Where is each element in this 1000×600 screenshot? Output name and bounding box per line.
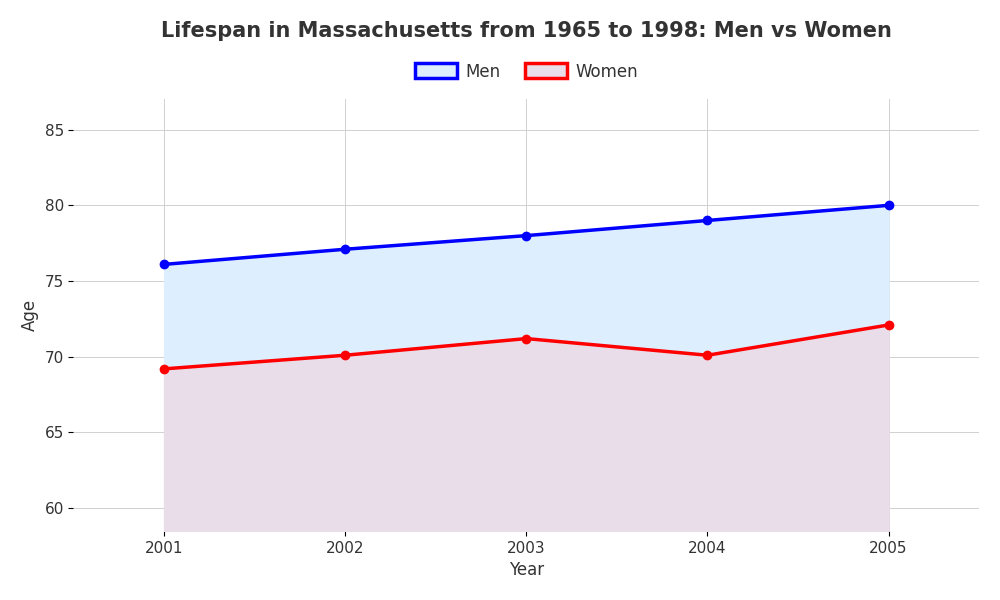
- X-axis label: Year: Year: [509, 561, 544, 579]
- Legend: Men, Women: Men, Women: [408, 56, 644, 87]
- Y-axis label: Age: Age: [21, 299, 39, 331]
- Title: Lifespan in Massachusetts from 1965 to 1998: Men vs Women: Lifespan in Massachusetts from 1965 to 1…: [161, 21, 892, 41]
